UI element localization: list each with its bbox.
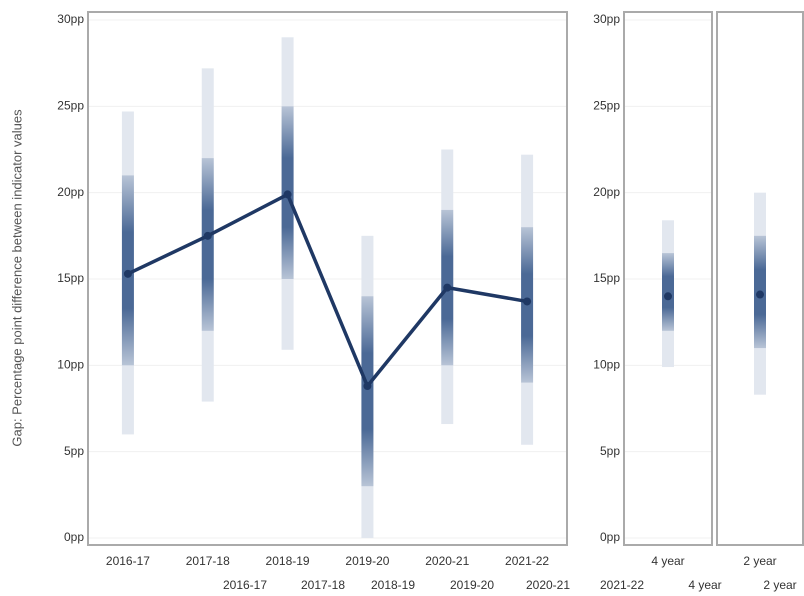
x-tick-label: 2017-18 xyxy=(186,554,230,568)
x-tick-label: 2021-22 xyxy=(505,554,549,568)
point xyxy=(123,269,132,278)
legend-label: 2017-18 xyxy=(301,578,345,592)
x-tick-label: 2 year xyxy=(743,554,776,568)
y-tick-label: 5pp xyxy=(600,444,620,458)
legend-label: 2021-22 xyxy=(600,578,644,592)
uncertainty-inner xyxy=(201,158,214,331)
x-tick-label: 2020-21 xyxy=(425,554,469,568)
y-tick-label: 30pp xyxy=(57,12,84,26)
y-tick-label: 15pp xyxy=(593,271,620,285)
uncertainty-inner xyxy=(361,296,374,487)
y-tick-label: 30pp xyxy=(593,12,620,26)
panel-frame xyxy=(623,11,713,546)
y-axis-label: Gap: Percentage point difference between… xyxy=(9,109,24,447)
y-tick-label: 15pp xyxy=(57,271,84,285)
y-tick-label: 0pp xyxy=(600,530,620,544)
point xyxy=(523,297,532,306)
x-tick-label: 2018-19 xyxy=(266,554,310,568)
legend-label: 4 year xyxy=(688,578,721,592)
point xyxy=(283,190,292,199)
y-tick-label: 0pp xyxy=(64,530,84,544)
legend-label: 2020-21 xyxy=(526,578,570,592)
legend-label: 2018-19 xyxy=(371,578,415,592)
point xyxy=(756,290,764,299)
uncertainty-inner xyxy=(662,253,674,331)
point xyxy=(203,231,212,240)
y-tick-label: 5pp xyxy=(64,444,84,458)
point xyxy=(443,283,452,292)
y-tick-label: 25pp xyxy=(593,99,620,113)
x-tick-label: 2019-20 xyxy=(345,554,389,568)
x-tick-label: 2016-17 xyxy=(106,554,150,568)
panel-frame xyxy=(87,11,568,546)
x-tick-label: 4 year xyxy=(651,554,684,568)
y-tick-label: 10pp xyxy=(593,358,620,372)
panel-frame xyxy=(716,11,804,546)
point xyxy=(664,292,672,301)
point xyxy=(363,382,372,391)
y-tick-label: 20pp xyxy=(593,185,620,199)
legend-label: 2 year xyxy=(763,578,796,592)
y-tick-label: 25pp xyxy=(57,99,84,113)
legend-label: 2019-20 xyxy=(450,578,494,592)
y-tick-label: 20pp xyxy=(57,185,84,199)
legend-label: 2016-17 xyxy=(223,578,267,592)
y-tick-label: 10pp xyxy=(57,358,84,372)
line xyxy=(127,192,528,388)
